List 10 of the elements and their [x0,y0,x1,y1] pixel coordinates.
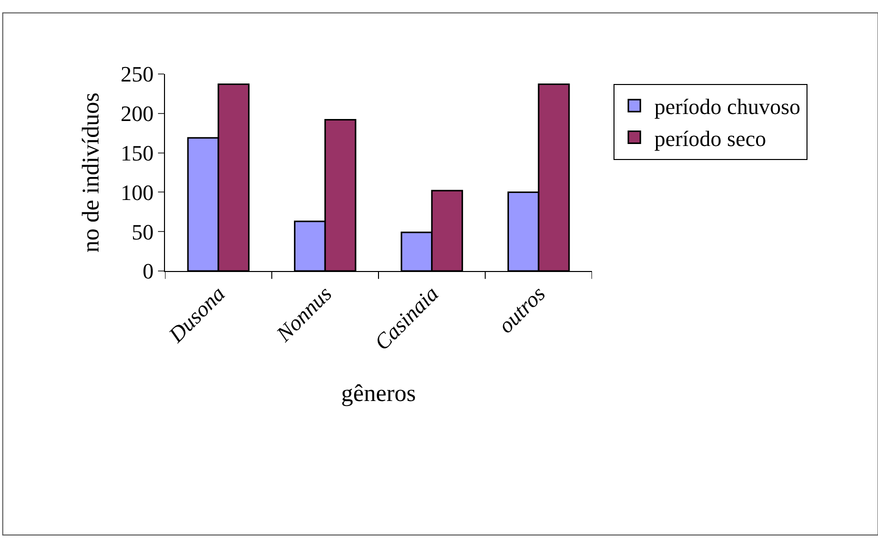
y-tick-label: 200 [120,101,154,126]
x-axis-title: gêneros [341,381,416,408]
y-tick-label: 50 [132,219,154,244]
y-tick-label: 100 [120,180,154,205]
y-axis-title: no de indivíduos [78,92,105,252]
legend-label: período chuvoso [654,94,800,120]
y-tick-label: 150 [120,140,154,166]
legend-label: período seco [654,126,766,151]
y-tick-label: 0 [142,258,154,284]
y-tick-label: 250 [120,62,154,87]
